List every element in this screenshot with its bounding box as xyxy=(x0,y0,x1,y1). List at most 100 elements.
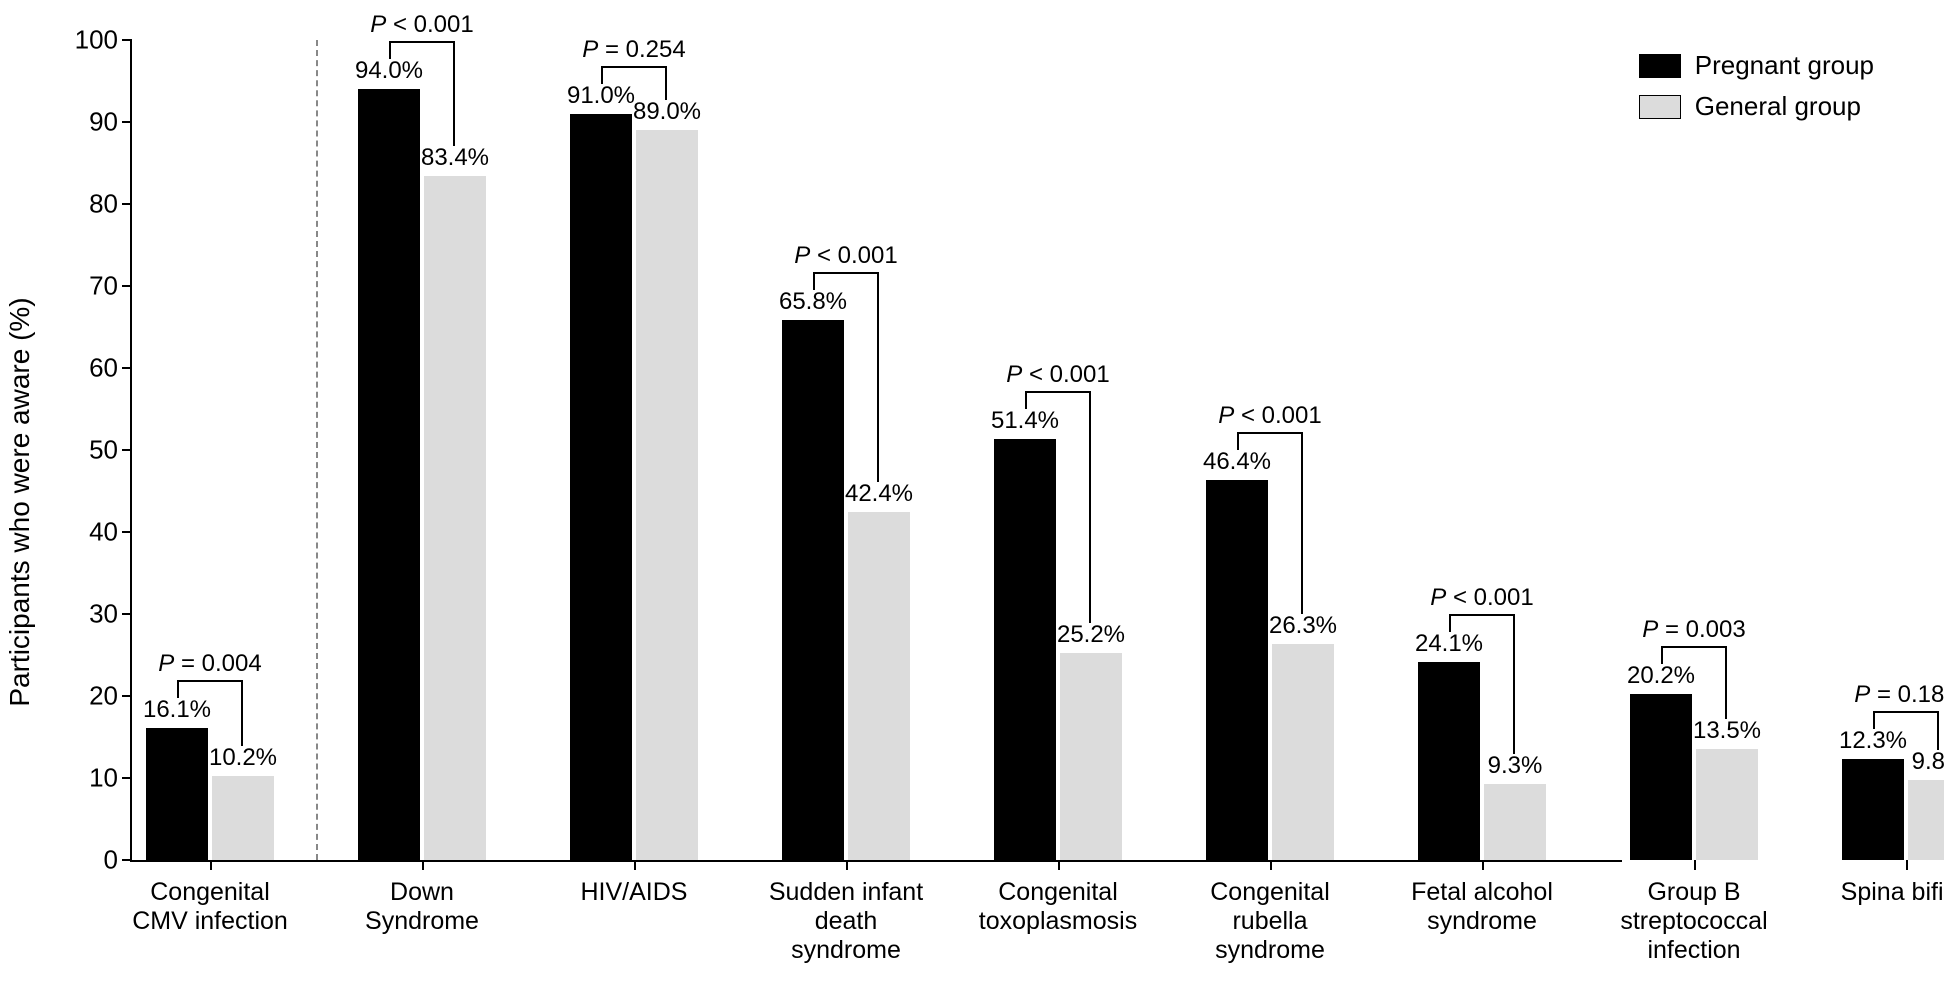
significance-bracket: P < 0.001 xyxy=(1237,432,1303,434)
legend-item-pregnant: Pregnant group xyxy=(1639,50,1874,81)
legend-label-general: General group xyxy=(1695,91,1861,122)
bar-value-label: 51.4% xyxy=(991,407,1059,439)
bar-value-label: 9.3% xyxy=(1488,752,1543,784)
x-tick xyxy=(1906,860,1908,870)
y-tick-label: 60 xyxy=(89,353,118,384)
bar-value-label: 16.1% xyxy=(143,696,211,728)
y-tick xyxy=(122,859,132,861)
p-value-label: P < 0.001 xyxy=(1430,584,1533,616)
awareness-bar-chart: Participants who were aware (%) 01020304… xyxy=(0,0,1944,1004)
y-tick-label: 20 xyxy=(89,681,118,712)
y-tick xyxy=(122,203,132,205)
x-tick xyxy=(846,860,848,870)
bar-pregnant: 94.0% xyxy=(358,89,420,860)
y-tick xyxy=(122,449,132,451)
legend-swatch-pregnant xyxy=(1639,54,1681,78)
y-tick-label: 30 xyxy=(89,599,118,630)
y-tick-label: 10 xyxy=(89,763,118,794)
significance-bracket: P = 0.004 xyxy=(177,680,243,682)
y-tick xyxy=(122,613,132,615)
bar-value-label: 89.0% xyxy=(633,98,701,130)
bar-value-label: 65.8% xyxy=(779,288,847,320)
bar-value-label: 13.5% xyxy=(1693,717,1761,749)
y-axis-label: Participants who were aware (%) xyxy=(4,297,36,706)
y-tick xyxy=(122,531,132,533)
significance-bracket: P < 0.001 xyxy=(389,41,455,43)
bar-general: 25.2% xyxy=(1060,653,1122,860)
bar-pregnant: 20.2% xyxy=(1630,694,1692,860)
bar-general: 83.4% xyxy=(424,176,486,860)
bar-pregnant: 24.1% xyxy=(1418,662,1480,860)
y-tick-label: 80 xyxy=(89,189,118,220)
y-tick-label: 50 xyxy=(89,435,118,466)
y-tick xyxy=(122,367,132,369)
p-value-label: P = 0.254 xyxy=(582,36,685,68)
legend-label-pregnant: Pregnant group xyxy=(1695,50,1874,81)
bar-value-label: 12.3% xyxy=(1839,727,1907,759)
bar-value-label: 26.3% xyxy=(1269,612,1337,644)
significance-bracket: P = 0.003 xyxy=(1661,646,1727,648)
bar-value-label: 25.2% xyxy=(1057,621,1125,653)
bar-value-label: 24.1% xyxy=(1415,630,1483,662)
p-value-label: P < 0.001 xyxy=(1006,361,1109,393)
bar-general: 10.2% xyxy=(212,776,274,860)
bar-value-label: 42.4% xyxy=(845,480,913,512)
legend-item-general: General group xyxy=(1639,91,1874,122)
y-tick xyxy=(122,695,132,697)
x-tick xyxy=(422,860,424,870)
x-category-label: Congenital toxoplasmosis xyxy=(952,878,1164,936)
x-tick xyxy=(1694,860,1696,870)
bar-general: 13.5% xyxy=(1696,749,1758,860)
bar-value-label: 46.4% xyxy=(1203,448,1271,480)
bar-general: 26.3% xyxy=(1272,644,1334,860)
bar-pregnant: 65.8% xyxy=(782,320,844,860)
bar-value-label: 9.8% xyxy=(1912,748,1944,780)
bar-pregnant: 16.1% xyxy=(146,728,208,860)
bar-general: 9.8% xyxy=(1908,780,1944,860)
bar-value-label: 20.2% xyxy=(1627,662,1695,694)
bar-pregnant: 51.4% xyxy=(994,439,1056,860)
significance-bracket: P < 0.001 xyxy=(1025,391,1091,393)
p-value-label: P < 0.001 xyxy=(794,242,897,274)
significance-bracket: P = 0.254 xyxy=(601,66,667,68)
y-tick-label: 100 xyxy=(75,25,118,56)
y-tick-label: 90 xyxy=(89,107,118,138)
x-tick xyxy=(1058,860,1060,870)
x-category-label: Congenital CMV infection xyxy=(104,878,316,936)
bar-value-label: 94.0% xyxy=(355,57,423,89)
bar-value-label: 83.4% xyxy=(421,144,489,176)
p-value-label: P < 0.001 xyxy=(1218,402,1321,434)
bar-value-label: 10.2% xyxy=(209,744,277,776)
x-tick xyxy=(634,860,636,870)
x-tick xyxy=(1482,860,1484,870)
x-category-label: Congenital rubella syndrome xyxy=(1164,878,1376,964)
y-tick-label: 70 xyxy=(89,271,118,302)
p-value-label: P = 0.180 xyxy=(1854,681,1944,713)
bar-pregnant: 91.0% xyxy=(570,114,632,860)
bar-general: 42.4% xyxy=(848,512,910,860)
y-tick xyxy=(122,777,132,779)
legend: Pregnant group General group xyxy=(1639,50,1874,132)
bar-general: 9.3% xyxy=(1484,784,1546,860)
x-category-label: Fetal alcohol syndrome xyxy=(1376,878,1588,936)
x-category-label: Spina bifida xyxy=(1800,878,1944,907)
bar-value-label: 91.0% xyxy=(567,82,635,114)
significance-bracket: P < 0.001 xyxy=(1449,614,1515,616)
y-tick xyxy=(122,285,132,287)
plot-area: 0102030405060708090100Congenital CMV inf… xyxy=(130,40,1622,862)
x-category-label: Sudden infant death syndrome xyxy=(740,878,952,964)
x-tick xyxy=(210,860,212,870)
group-separator xyxy=(316,40,318,860)
y-tick-label: 40 xyxy=(89,517,118,548)
significance-bracket: P < 0.001 xyxy=(813,272,879,274)
p-value-label: P = 0.004 xyxy=(158,650,261,682)
bar-general: 89.0% xyxy=(636,130,698,860)
p-value-label: P < 0.001 xyxy=(370,11,473,43)
y-tick xyxy=(122,121,132,123)
y-tick xyxy=(122,39,132,41)
x-tick xyxy=(1270,860,1272,870)
legend-swatch-general xyxy=(1639,95,1681,119)
bar-pregnant: 46.4% xyxy=(1206,480,1268,860)
x-category-label: Group B streptococcal infection xyxy=(1588,878,1800,964)
p-value-label: P = 0.003 xyxy=(1642,616,1745,648)
